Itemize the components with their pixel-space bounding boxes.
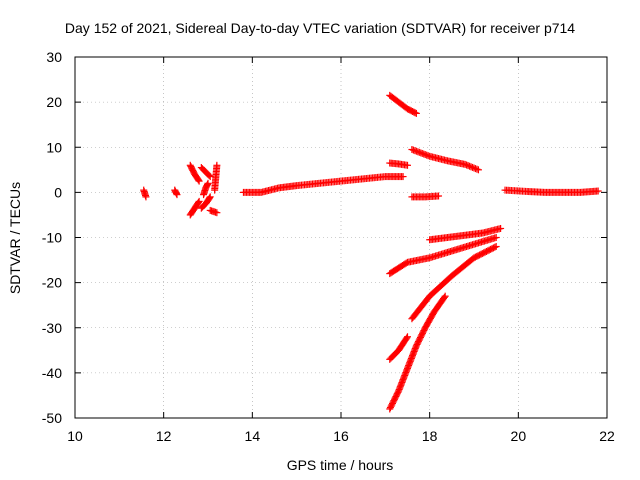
x-tick-label: 14: [245, 428, 261, 444]
data-point: [497, 224, 505, 232]
data-point: [492, 243, 500, 251]
y-tick-label: 20: [46, 94, 62, 110]
data-point: [195, 197, 203, 205]
data-point: [463, 161, 471, 169]
chart-title: Day 152 of 2021, Sidereal Day-to-day VTE…: [64, 20, 576, 36]
x-tick-label: 20: [511, 428, 527, 444]
data-point: [441, 292, 449, 300]
data-point: [399, 173, 407, 181]
y-tick-label: -10: [42, 230, 62, 246]
data-point: [205, 194, 213, 202]
data-point: [411, 109, 419, 117]
y-tick-label: -50: [42, 410, 62, 426]
x-tick-label: 18: [422, 428, 438, 444]
data-point: [594, 187, 602, 195]
x-tick-label: 12: [156, 428, 172, 444]
x-tick-label: 10: [67, 428, 83, 444]
y-tick-label: -30: [42, 320, 62, 336]
grid-lines: [75, 57, 607, 418]
data-point: [206, 193, 214, 201]
data-point: [213, 209, 221, 217]
data-point: [205, 171, 213, 179]
data-point: [440, 293, 448, 301]
data-point: [213, 161, 221, 169]
data-point: [461, 160, 469, 168]
y-tick-label: 0: [54, 184, 62, 200]
data-point: [491, 243, 499, 251]
data-point: [470, 164, 478, 172]
data-point: [194, 176, 202, 184]
data-point: [471, 165, 479, 173]
data-point: [204, 179, 212, 187]
data-point: [403, 334, 411, 342]
axis-ticks: 10 12 14 16 18 20 22 -50 -40 -30 -20 -10 0 10 20 30: [42, 49, 615, 444]
data-point: [469, 163, 477, 171]
data-point: [473, 165, 481, 173]
y-tick-label: 10: [46, 139, 62, 155]
data-point: [466, 162, 474, 170]
y-tick-label: -20: [42, 275, 62, 291]
x-axis-label: GPS time / hours: [286, 457, 394, 473]
data-point: [464, 162, 472, 170]
data-point: [404, 161, 411, 169]
data-point: [195, 177, 203, 185]
x-tick-label: 22: [599, 428, 615, 444]
data-point: [467, 163, 475, 171]
data-points: [140, 91, 602, 413]
x-tick-label: 16: [333, 428, 349, 444]
data-point: [492, 234, 500, 241]
data-point: [412, 109, 420, 117]
y-tick-label: -40: [42, 365, 62, 381]
data-point: [173, 191, 181, 199]
data-point: [194, 199, 202, 207]
data-point: [435, 192, 443, 200]
y-tick-label: 30: [46, 49, 62, 65]
data-point: [474, 166, 482, 174]
y-axis-label: SDTVAR / TECUs: [7, 181, 23, 295]
data-point: [404, 333, 411, 341]
data-point: [142, 193, 150, 201]
